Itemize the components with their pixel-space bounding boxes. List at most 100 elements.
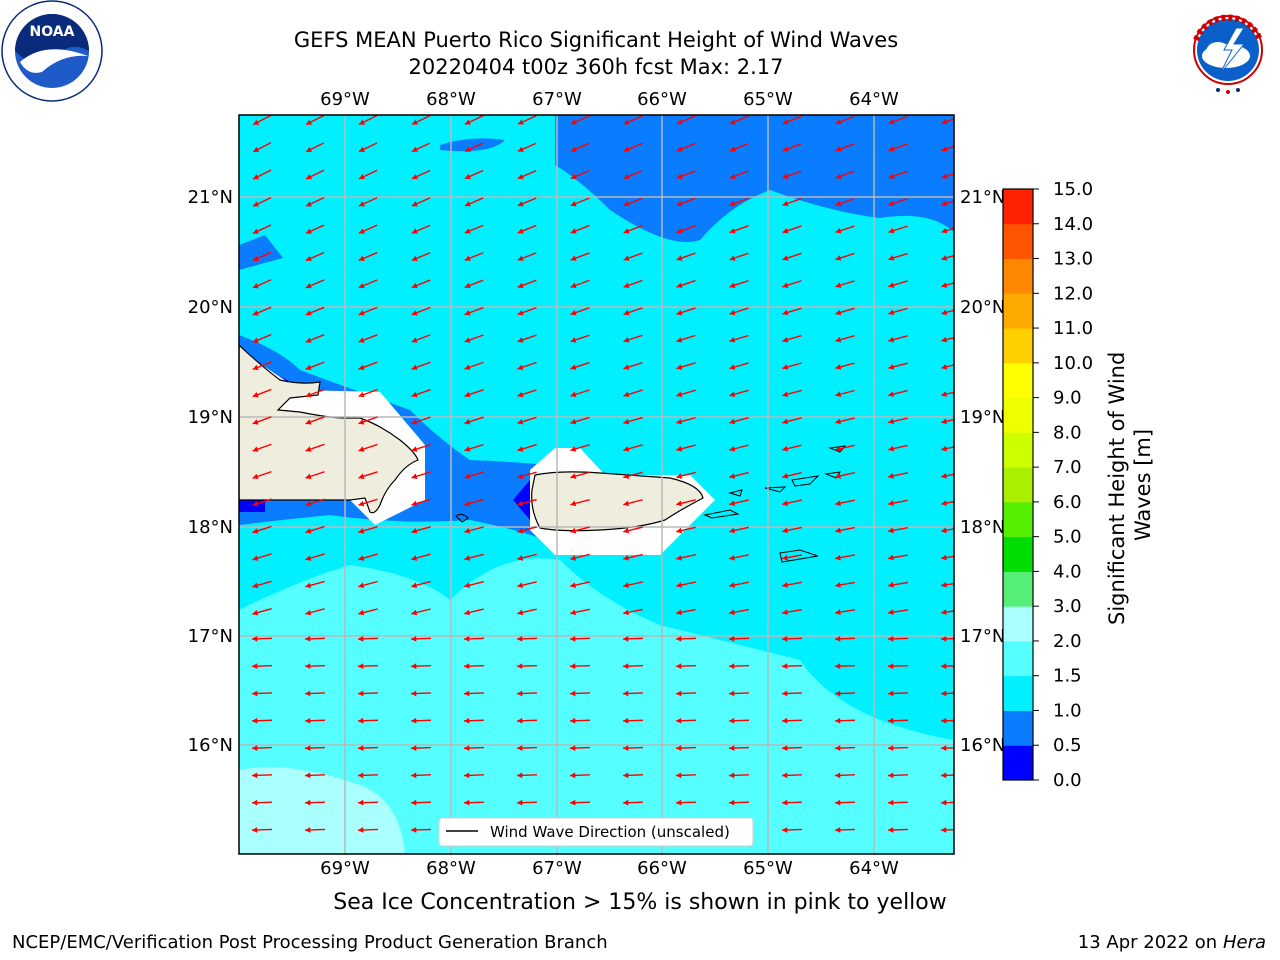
wave-direction-arrow (463, 690, 485, 697)
wave-direction-arrow (252, 169, 272, 180)
wave-direction-arrow (623, 279, 643, 289)
lon-label-top: 67°W (532, 89, 582, 110)
wave-direction-arrow (623, 307, 643, 316)
wave-direction-arrow (517, 334, 537, 343)
legend-label: Wind Wave Direction (unscaled) (490, 823, 730, 841)
lon-label-bottom: 69°W (320, 858, 370, 879)
wave-direction-arrow (570, 553, 590, 561)
wave-direction-arrow (358, 525, 378, 534)
wave-direction-arrow (570, 142, 590, 152)
wave-direction-arrow (464, 115, 484, 125)
wave-direction-arrow (941, 554, 954, 561)
wave-direction-arrow (516, 663, 538, 670)
wave-direction-arrow (357, 690, 379, 697)
wave-direction-arrow (252, 306, 272, 316)
wave-direction-arrow (782, 554, 802, 561)
wave-direction-arrow (888, 554, 908, 561)
lon-label-bottom: 65°W (743, 858, 793, 879)
wave-direction-arrow (464, 361, 484, 370)
wave-direction-arrow (411, 608, 431, 616)
colorbar-segment (1003, 710, 1033, 746)
wave-direction-arrow (516, 635, 538, 642)
wave-direction-arrow (675, 635, 697, 642)
wave-direction-arrow (252, 608, 272, 616)
wave-direction-arrow (622, 635, 644, 642)
wave-direction-arrow (252, 470, 272, 480)
lat-label-left: 17°N (188, 626, 233, 647)
wave-direction-arrow (357, 663, 379, 670)
wave-direction-arrow (940, 690, 954, 697)
wave-direction-arrow (304, 799, 326, 806)
wave-direction-arrow (305, 197, 325, 207)
nws-logo-icon (1180, 2, 1276, 98)
wave-direction-arrow (675, 663, 697, 670)
wave-direction-arrow (304, 772, 326, 779)
lon-label-top: 65°W (743, 89, 793, 110)
wave-direction-arrow (782, 417, 802, 425)
wave-direction-arrow (251, 799, 273, 806)
footer-branch: NCEP/EMC/Verification Post Processing Pr… (12, 932, 608, 953)
wave-direction-arrow (729, 279, 749, 289)
wave-direction-arrow (358, 361, 378, 371)
wave-direction-arrow (888, 143, 908, 152)
wave-direction-arrow (570, 334, 590, 343)
wave-direction-arrow (676, 581, 696, 588)
wave-direction-arrow (729, 499, 749, 507)
wave-direction-arrow (888, 252, 908, 261)
wave-direction-arrow (463, 745, 485, 751)
wave-direction-arrow (305, 251, 325, 262)
wave-direction-arrow (305, 279, 325, 289)
wave-direction-arrow (782, 389, 802, 398)
wave-direction-arrow (516, 717, 538, 724)
footer-date-prefix: 13 Apr 2022 on (1077, 932, 1223, 953)
colorbar-segment (1003, 536, 1033, 572)
wave-direction-arrow (623, 608, 643, 616)
wave-direction-arrow (304, 745, 326, 751)
wave-direction-arrow (411, 197, 431, 207)
wave-direction-arrow (570, 416, 590, 425)
wave-direction-arrow (357, 772, 379, 779)
colorbar-tick-label: 11.0 (1053, 318, 1093, 339)
wave-direction-arrow (729, 307, 749, 316)
wave-direction-arrow (623, 416, 643, 425)
wave-direction-arrow (251, 745, 273, 751)
wave-field-0.5-1m-northeast (555, 115, 954, 242)
wave-direction-arrow (411, 471, 431, 480)
colorbar-tick-label: 8.0 (1053, 422, 1082, 443)
wave-direction-arrow (835, 197, 855, 207)
wave-direction-arrow (888, 609, 908, 615)
wave-direction-arrow (834, 827, 856, 833)
wave-direction-arrow (941, 445, 954, 452)
wave-direction-arrow (251, 663, 273, 670)
wave-direction-arrow (570, 115, 590, 125)
wave-direction-arrow (411, 252, 431, 261)
lat-label-left: 16°N (188, 735, 233, 756)
wave-direction-arrow (464, 608, 484, 616)
lon-label-bottom: 67°W (532, 858, 582, 879)
wave-direction-arrow (304, 717, 326, 724)
wave-direction-arrow (676, 142, 696, 152)
colorbar-segment (1003, 258, 1033, 294)
wave-direction-arrow (464, 416, 484, 425)
chart-title: GEFS MEAN Puerto Rico Significant Height… (293, 28, 899, 52)
wave-direction-arrow (835, 252, 855, 261)
wave-direction-arrow (357, 745, 379, 751)
wave-direction-arrow (623, 224, 643, 234)
wave-direction-arrow (358, 553, 378, 561)
wave-direction-arrow (622, 799, 644, 806)
wave-direction-arrow (622, 717, 644, 724)
wave-direction-arrow (888, 362, 908, 370)
wave-direction-arrow (940, 609, 954, 615)
colorbar-tick-label: 5.0 (1053, 527, 1082, 548)
wave-direction-arrow (305, 471, 325, 480)
wave-direction-arrow (464, 252, 484, 261)
noaa-logo-text: NOAA (30, 24, 75, 40)
wave-direction-arrow (781, 799, 803, 806)
wave-direction-arrow (252, 279, 272, 289)
wave-direction-arrow (305, 608, 325, 616)
wave-direction-arrow (623, 362, 643, 370)
wave-direction-arrow (305, 224, 325, 234)
colorbar-segment (1003, 745, 1033, 781)
wave-direction-arrow (411, 416, 431, 425)
wave-direction-arrow (305, 443, 325, 452)
